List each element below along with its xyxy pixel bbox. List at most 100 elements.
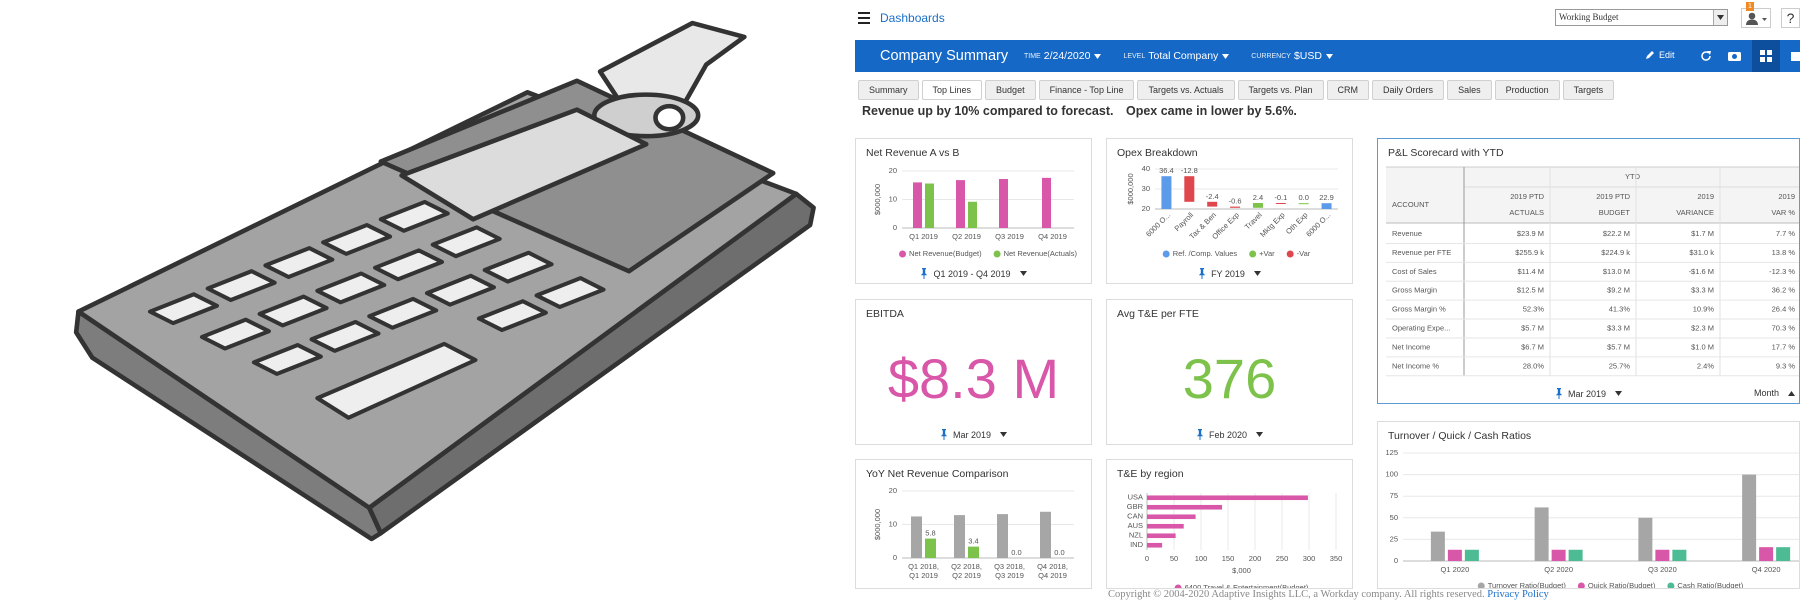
camera-icon[interactable]	[1728, 50, 1741, 61]
user-icon	[1746, 12, 1767, 25]
tab[interactable]: Budget	[985, 80, 1036, 100]
y-tick-label: 20	[889, 166, 897, 175]
calculator	[73, 20, 816, 542]
table-cell: $22.2 M	[1603, 229, 1630, 238]
user-body	[1746, 19, 1758, 25]
legend-marker	[899, 250, 907, 258]
toolbar-filter[interactable]: CURRENCY $USD	[1251, 50, 1333, 62]
tab[interactable]: Summary	[858, 80, 919, 100]
kpi-value: $8.3 M	[887, 347, 1060, 410]
y-tick-label: 20	[889, 486, 897, 495]
table-cell: $23.9 M	[1517, 229, 1544, 238]
table-cell: $3.3 M	[1691, 286, 1714, 295]
y-tick-label: 75	[1390, 491, 1398, 500]
y-tick-label: 10	[889, 194, 897, 203]
help-button[interactable]: ?	[1781, 8, 1800, 28]
caret-icon	[1019, 271, 1027, 276]
legend-marker	[1477, 582, 1485, 588]
x-tick-label: Q2 2019	[952, 232, 981, 241]
table-cell: $5.7 M	[1521, 323, 1544, 332]
value-label: 2.4	[1253, 193, 1263, 202]
x-tick-line: Q3 2019	[995, 571, 1024, 580]
widget-filter[interactable]: Q1 2019 - Q4 2019	[856, 268, 1091, 279]
budget-select[interactable]: Working Budget	[1555, 9, 1728, 26]
widget-filter[interactable]: Mar 2019	[856, 429, 1091, 440]
folder-icon[interactable]	[1791, 51, 1800, 61]
bar	[1042, 177, 1051, 228]
legend-marker	[993, 250, 1001, 258]
y-tick-label: 0	[893, 553, 897, 562]
tab[interactable]: Sales	[1447, 80, 1492, 100]
widget: Turnover / Quick / Cash Ratios 0 25 50 75 100…	[1377, 421, 1800, 589]
value-label: -0.1	[1274, 193, 1287, 202]
toolbar-filter[interactable]: LEVEL Total Company	[1123, 50, 1230, 62]
filter-text: Mar 2019	[952, 429, 992, 440]
legend-marker	[1667, 582, 1675, 588]
roll-end	[653, 103, 686, 132]
table-cell: 26.4 %	[1772, 305, 1796, 314]
value-label: -0.6	[1229, 197, 1242, 206]
filter-text: Mar 2019	[1567, 388, 1607, 399]
user-menu[interactable]	[1741, 8, 1771, 28]
legend: 6400 Travel & Entertainment(Budget)	[1174, 583, 1309, 588]
y-tick-label: IND	[1130, 540, 1144, 549]
tab[interactable]: CRM	[1326, 80, 1370, 100]
tab[interactable]: Production	[1494, 80, 1560, 100]
grid-cell	[1767, 50, 1772, 55]
widget-filter[interactable]: Mar 2019	[1378, 388, 1799, 399]
y-tick-label: CAN	[1127, 512, 1143, 521]
legend: Net Revenue(Budget) Net Revenue(Actuals)	[899, 249, 1077, 258]
y-tick-label: GBR	[1127, 502, 1144, 511]
column-header: ACCOUNT	[1392, 200, 1430, 209]
caret-shape	[1615, 391, 1623, 396]
table-cell: $31.0 k	[1689, 248, 1714, 257]
notification-badge: 1	[1746, 2, 1754, 11]
tab[interactable]: Finance - Top Line	[1038, 80, 1135, 100]
x-tick-label: Q4 2019	[1038, 232, 1067, 241]
bar	[1759, 547, 1774, 561]
x-tick-label: 6000 O...	[1304, 210, 1332, 238]
big-key	[315, 341, 478, 420]
toolbar-filter[interactable]: TIME 2/24/2020	[1024, 50, 1102, 62]
x-tick-line: Q2 2018,	[951, 562, 982, 571]
refresh-icon[interactable]	[1700, 50, 1712, 62]
tab[interactable]: Targets	[1562, 80, 1615, 100]
x-tick-label: Q2 2018, Q2 2019	[951, 562, 982, 580]
table-cell: $13.0 M	[1603, 267, 1630, 276]
budget-select-text: Working Budget	[1559, 12, 1619, 22]
caret-shape	[1019, 271, 1027, 276]
bar	[999, 178, 1008, 228]
menu-lines	[858, 12, 870, 24]
waterfall-bar	[1230, 206, 1241, 208]
bar	[1430, 531, 1445, 561]
breadcrumb[interactable]: Dashboards	[880, 11, 945, 25]
waterfall-bar	[1207, 201, 1218, 207]
table-cell: Operating Expe...	[1392, 323, 1450, 332]
filter-text: Q1 2019 - Q4 2019	[933, 268, 1011, 279]
legend-label: Net Revenue(Budget)	[909, 249, 982, 258]
table-cell: $2.3 M	[1691, 323, 1714, 332]
table-cell: -12.3 %	[1769, 267, 1795, 276]
value-label: 3.4	[968, 537, 978, 546]
pin-icon	[940, 429, 948, 440]
layout-button[interactable]	[1752, 40, 1780, 72]
widget-filter[interactable]: FY 2019	[1107, 268, 1352, 279]
privacy-link[interactable]: Privacy Policy	[1487, 589, 1549, 600]
tab[interactable]: Targets vs. Plan	[1237, 80, 1324, 100]
chart: 0 10 20 $000,000 Q1 2018, Q1 2019 Q2 2018, Q2 2…	[873, 486, 1074, 580]
tab[interactable]: Targets vs. Actuals	[1137, 80, 1235, 100]
menu-icon[interactable]	[858, 12, 872, 24]
x-tick-label: Q1 2020	[1440, 565, 1469, 574]
value-label: 22.9	[1319, 193, 1334, 202]
bar	[1147, 533, 1176, 539]
tab[interactable]: Top Lines	[921, 80, 983, 100]
edit-button[interactable]: Edit	[1645, 50, 1675, 60]
table-cell: 52.3%	[1523, 305, 1545, 314]
legend-label: Turnover Ratio(Budget)	[1488, 581, 1567, 589]
caret-shape	[1222, 53, 1230, 59]
legend: Ref. /Comp. Values +Var -Var	[1162, 249, 1311, 258]
period-toggle[interactable]: Month	[1754, 388, 1795, 398]
tab[interactable]: Daily Orders	[1372, 80, 1445, 100]
bar	[1551, 549, 1566, 561]
widget-filter[interactable]: Feb 2020	[1107, 429, 1352, 440]
